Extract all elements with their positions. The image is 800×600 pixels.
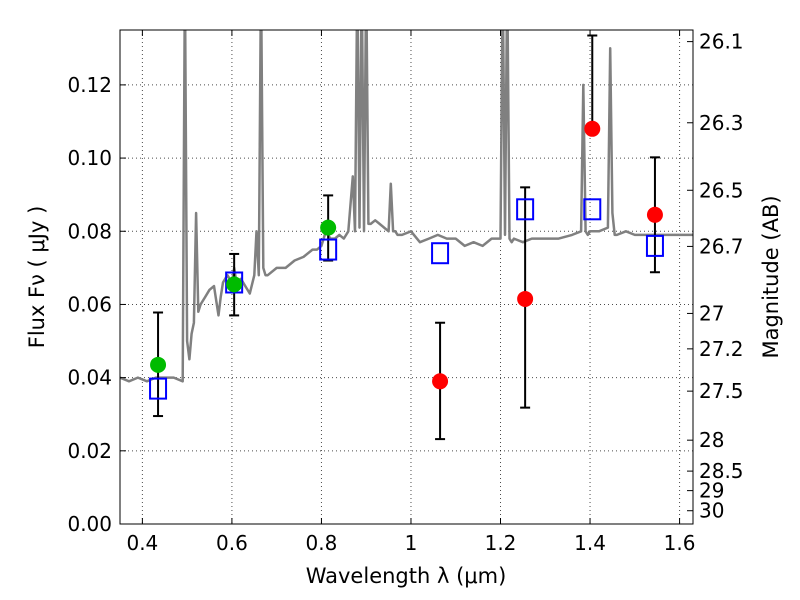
nir-flux-point: [517, 290, 534, 307]
data-area: [120, 30, 693, 383]
nir-flux-point: [646, 206, 663, 223]
y2-tick-label: 27.2: [699, 337, 744, 361]
x-tick-label: 1: [405, 531, 418, 555]
y-tick-label: 0.04: [67, 366, 112, 390]
y-tick-label: 0.02: [67, 439, 112, 463]
y2-tick-label: 28.5: [699, 459, 744, 483]
x-tick-label: 0.4: [126, 531, 158, 555]
y-tick-label: 0.08: [67, 219, 112, 243]
nir-flux-point: [432, 373, 449, 390]
y2-tick-label: 28: [699, 428, 724, 452]
model-photometry-square: [516, 198, 535, 221]
x-axis-title: Wavelength λ (μm): [306, 564, 507, 588]
x-tick-label: 0.6: [216, 531, 248, 555]
y-tick-label: 0.10: [67, 146, 112, 170]
y2-tick-label: 26.5: [699, 178, 744, 202]
optical-flux-point: [226, 276, 243, 293]
markers: [149, 120, 664, 400]
axes: 0.4 0.6 0.8 1 1.2 1.4 1.6 0.00 0.02 0.04 0.06 0.08 0…: [67, 30, 743, 555]
template-spectrum-line: [120, 30, 693, 383]
model-photometry-square: [583, 198, 602, 221]
model-photometry-square: [225, 271, 244, 294]
optical-flux-point: [320, 219, 337, 236]
plot-background: [120, 30, 693, 524]
plot-frame: [119, 29, 694, 525]
y2-tick-label: 30: [699, 499, 724, 523]
y2-tick-label: 29: [699, 479, 724, 503]
model-photometry-square: [149, 377, 168, 400]
y2-tick-label: 27: [699, 301, 724, 325]
y2-tick-label: 26.7: [699, 234, 744, 258]
x-tick-label: 1.2: [485, 531, 517, 555]
y-tick-label: 0.06: [67, 292, 112, 316]
model-photometry-square: [431, 242, 450, 265]
nir-flux-point: [584, 120, 601, 137]
model-photometry-square: [319, 238, 338, 261]
y-axis-title: Flux Fν ( μJy ): [25, 206, 49, 349]
y2-tick-label: 26.1: [699, 30, 744, 54]
y-tick-label: 0.00: [67, 512, 112, 536]
optical-flux-point: [150, 356, 167, 373]
x-tick-label: 1.4: [574, 531, 606, 555]
y-tick-label: 0.12: [67, 73, 112, 97]
y2-tick-label: 27.5: [699, 379, 744, 403]
y2-tick-label: 26.3: [699, 111, 744, 135]
y2-axis-title: Magnitude (AB): [759, 195, 783, 358]
model-photometry-square: [645, 234, 664, 257]
x-tick-label: 1.6: [664, 531, 696, 555]
x-tick-label: 0.8: [306, 531, 338, 555]
